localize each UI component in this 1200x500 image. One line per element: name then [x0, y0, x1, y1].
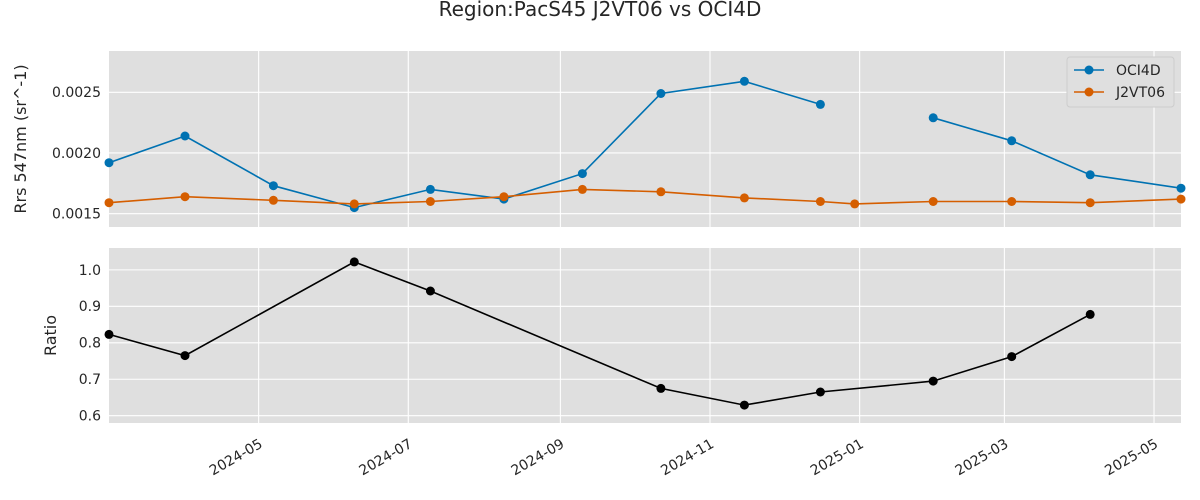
j2vt06-point-2024-08-09	[499, 192, 509, 202]
j2vt06-point-2024-07-10	[425, 197, 435, 206]
oci4d-point-2024-03-01	[104, 158, 114, 168]
top-y-ticks: 0.0015 0.0020 0.0025	[52, 85, 101, 222]
legend: OCI4D J2VT06	[1066, 56, 1175, 108]
oci4d-point-2024-12-16	[815, 99, 825, 109]
bottom-gridlines	[109, 248, 1181, 423]
oci4d-point-2024-09-10	[577, 169, 587, 179]
oci4d-point-2024-11-15	[739, 76, 749, 86]
oci4d-series-line-0	[108, 80, 821, 209]
figure-title: Region:PacS45 J2VT06 vs OCI4D	[439, 0, 762, 21]
x-tick-label: 2024-07	[357, 436, 416, 479]
j2vt06-point-2025-01-31	[928, 197, 938, 206]
x-tick-label: 2025-03	[953, 436, 1012, 479]
bottom-panel-ratio: 0.6 0.7 0.8 0.9 1.0 Ratio	[41, 248, 1181, 425]
legend-oci4d-label: OCI4D	[1116, 63, 1161, 79]
top-series	[104, 76, 1186, 213]
ratio-point-2025-04-05	[1085, 309, 1095, 319]
bottom-plot-area	[109, 248, 1181, 423]
top-y-axis-label: Rrs 547nm (sr^-1)	[11, 64, 30, 213]
x-tick-label: 2025-05	[1102, 436, 1161, 479]
oci4d-point-2024-10-12	[656, 89, 666, 98]
legend-entry-oci4d: OCI4D	[1074, 63, 1161, 79]
oci4d-point-2025-04-05	[1085, 170, 1095, 180]
x-tick-label: 2024-09	[509, 436, 568, 479]
oci4d-point-2024-04-01	[180, 131, 190, 141]
j2vt06-point-2024-10-12	[656, 187, 666, 197]
y-tick-label: 0.8	[79, 336, 101, 352]
legend-j2vt06-label: J2VT06	[1115, 85, 1165, 101]
y-tick-label: 0.0020	[52, 146, 101, 162]
legend-entry-j2vt06: J2VT06	[1074, 85, 1165, 101]
j2vt06-point-2024-04-01	[180, 192, 190, 202]
y-tick-label: 0.9	[79, 299, 101, 315]
ratio-point-2024-06-09	[349, 257, 359, 267]
oci4d-point-2025-03-04	[1007, 136, 1017, 146]
ratio-point-2024-04-01	[180, 351, 190, 361]
ratio-point-2024-10-12	[656, 383, 666, 393]
ratio-series-line-0	[108, 261, 1091, 406]
bottom-y-axis-label: Ratio	[41, 315, 60, 356]
ratio-point-2024-03-01	[104, 329, 114, 339]
top-plot-area	[109, 51, 1181, 227]
y-tick-label: 0.6	[79, 409, 101, 425]
legend-oci4d-marker	[1084, 65, 1094, 75]
oci4d-point-2025-05-12	[1176, 183, 1186, 193]
j2vt06-point-2025-05-12	[1176, 194, 1186, 204]
ratio-point-2025-03-04	[1007, 352, 1017, 362]
j2vt06-point-2024-12-16	[815, 197, 825, 206]
j2vt06-point-2024-09-10	[577, 184, 587, 194]
j2vt06-point-2024-03-01	[104, 198, 114, 208]
oci4d-point-2024-05-07	[268, 181, 278, 191]
y-tick-label: 0.7	[79, 372, 101, 388]
j2vt06-point-2024-05-07	[268, 195, 278, 205]
x-axis-ticks: 2024-05 2024-07 2024-09 2024-11 2025-01 2025-…	[207, 436, 1161, 479]
y-tick-label: 1.0	[79, 263, 101, 279]
bottom-series	[104, 257, 1095, 410]
oci4d-point-2025-01-31	[928, 113, 938, 123]
x-tick-label: 2024-05	[207, 436, 266, 479]
j2vt06-point-2024-11-15	[739, 193, 749, 203]
top-panel-rrs: 0.0015 0.0020 0.0025 Rrs 547nm (sr^-1) OCI…	[11, 51, 1186, 227]
bottom-y-ticks: 0.6 0.7 0.8 0.9 1.0	[79, 263, 101, 425]
ratio-point-2024-07-10	[425, 286, 435, 296]
y-tick-label: 0.0025	[52, 85, 101, 101]
oci4d-point-2024-07-10	[425, 184, 435, 194]
j2vt06-point-2025-03-04	[1007, 197, 1017, 206]
ratio-point-2024-11-15	[739, 400, 749, 410]
legend-j2vt06-marker	[1084, 87, 1094, 97]
x-tick-label: 2025-01	[808, 436, 867, 479]
ratio-point-2025-01-31	[928, 376, 938, 386]
j2vt06-point-2024-06-09	[349, 199, 359, 209]
j2vt06-point-2024-12-30	[850, 199, 860, 209]
top-gridlines	[109, 51, 1181, 227]
y-tick-label: 0.0015	[52, 207, 101, 223]
oci4d-series-line-1	[932, 117, 1182, 189]
ratio-point-2024-12-16	[815, 387, 825, 397]
x-tick-label: 2024-11	[658, 436, 717, 479]
j2vt06-point-2025-04-05	[1085, 198, 1095, 208]
